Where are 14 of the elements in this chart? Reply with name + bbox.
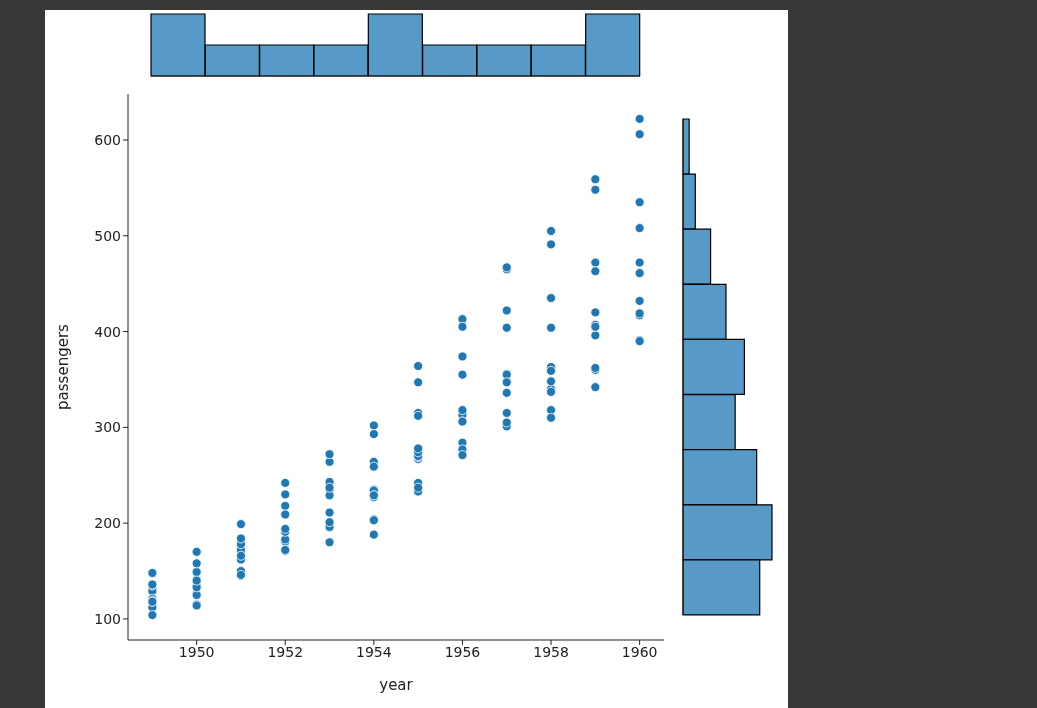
x-tick-label: 1952 (267, 643, 304, 660)
y-tick-label: 400 (94, 323, 121, 340)
x-tick-label: 1954 (356, 643, 392, 660)
x-tick-label: 1958 (533, 643, 569, 660)
y-tick-label: 600 (94, 131, 121, 148)
y-tick-label: 500 (94, 227, 121, 244)
y-tick-label: 100 (94, 610, 121, 627)
x-tick-label: 1950 (178, 643, 215, 660)
y-tick-label: 300 (94, 419, 121, 436)
x-axis-title: year (379, 676, 414, 694)
x-tick-label: 1960 (621, 643, 658, 660)
x-tick-label: 1956 (444, 643, 481, 660)
y-axis-title: passengers (54, 323, 73, 410)
y-tick-label: 200 (94, 515, 121, 532)
